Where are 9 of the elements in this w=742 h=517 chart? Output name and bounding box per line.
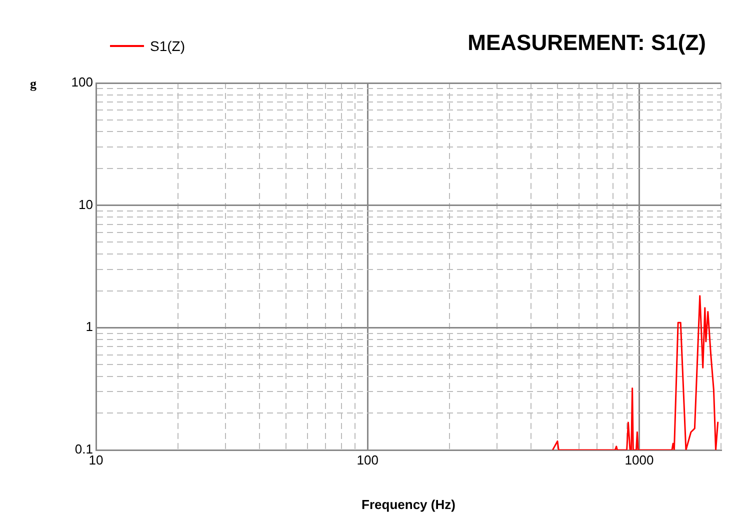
y-tick-label: 100 — [71, 74, 93, 90]
y-tick-label: 10 — [78, 196, 93, 212]
x-tick-label: 1000 — [624, 452, 654, 468]
y-axis-title: g — [30, 76, 36, 92]
x-axis-title: Frequency (Hz) — [360, 497, 456, 512]
x-tick-label: 100 — [356, 452, 378, 468]
chart-title: MEASUREMENT: S1(Z) — [468, 30, 706, 56]
legend-label: S1(Z) — [150, 38, 185, 54]
y-tick-label: 1 — [86, 319, 93, 334]
